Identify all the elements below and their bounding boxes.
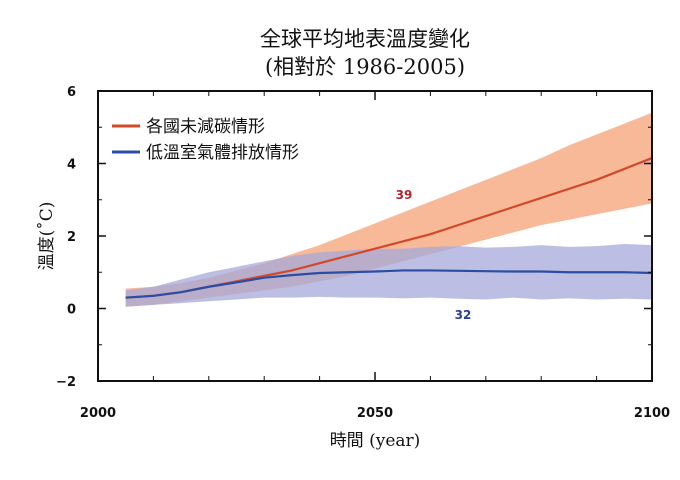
series-annotations: 39 32 xyxy=(396,188,472,322)
x-tick-label: 2000 xyxy=(80,406,116,421)
series-lines xyxy=(125,157,653,299)
y-tick-label: 6 xyxy=(67,85,76,100)
legend-label-series-2: 低溫室氣體排放情形 xyxy=(146,143,299,163)
y-axis-label: 溫度(˚C) xyxy=(37,202,57,271)
y-tick-label: −2 xyxy=(56,375,76,390)
y-tick-label: 4 xyxy=(67,158,76,173)
legend: 各國未減碳情形 低溫室氣體排放情形 xyxy=(112,117,299,163)
x-tick-label: 2100 xyxy=(634,406,670,421)
legend-label-series-1: 各國未減碳情形 xyxy=(146,117,265,137)
y-tick-label: 0 xyxy=(67,303,76,318)
x-tick-label: 2050 xyxy=(357,406,393,421)
chart-title: 全球平均地表溫度變化 xyxy=(260,27,470,51)
y-tick-label: 2 xyxy=(67,230,76,245)
x-axis-label: 時間 (year) xyxy=(330,431,421,451)
series-line-2 xyxy=(125,269,653,299)
annotation-series-1: 39 xyxy=(396,188,413,202)
uncertainty-bands xyxy=(125,112,652,307)
axis-ticks: 6 4 2 0 −2 2000 2050 2100 xyxy=(56,85,670,421)
uncertainty-band-series-2 xyxy=(125,243,652,307)
chart-subtitle: (相對於 1986-2005) xyxy=(265,55,465,79)
annotation-series-2: 32 xyxy=(455,308,472,322)
